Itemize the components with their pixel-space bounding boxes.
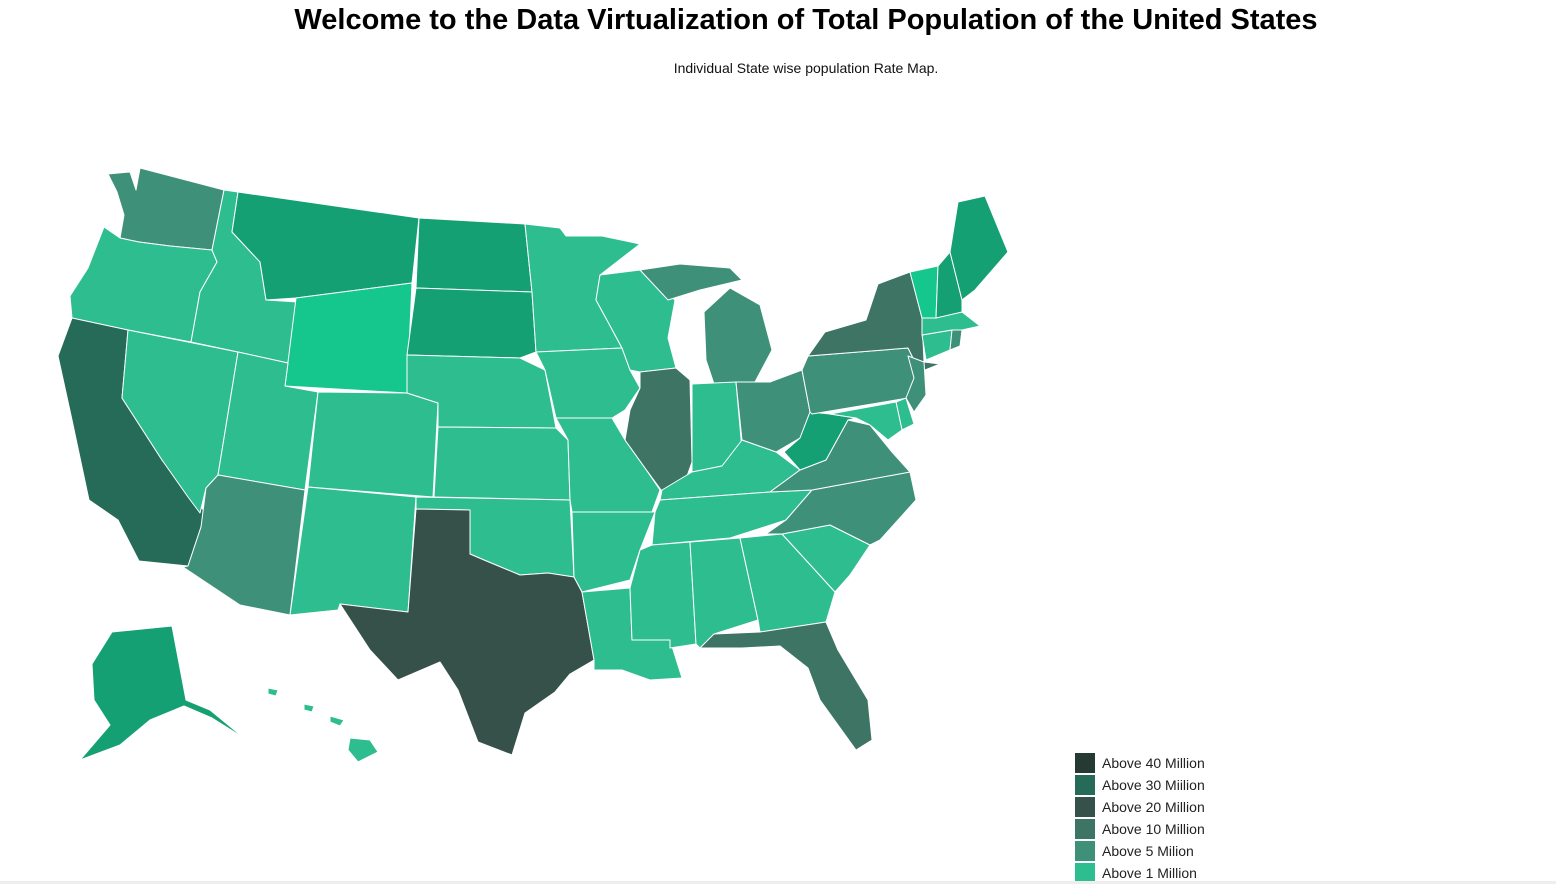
legend: Above 40 Million Above 30 Miilion Above … xyxy=(1075,752,1205,884)
legend-label: Above 5 Milion xyxy=(1102,843,1194,859)
legend-swatch xyxy=(1075,797,1095,817)
state-rhode-island[interactable] xyxy=(949,329,963,351)
state-colorado[interactable] xyxy=(307,391,439,498)
legend-swatch xyxy=(1075,863,1095,883)
state-alaska[interactable] xyxy=(79,625,245,761)
state-florida[interactable] xyxy=(699,621,873,751)
state-washington[interactable] xyxy=(107,167,225,251)
state-kansas[interactable] xyxy=(433,426,571,501)
state-missouri[interactable] xyxy=(555,417,661,513)
state-new-hampshire[interactable] xyxy=(935,251,963,319)
legend-item: Above 20 Million xyxy=(1075,796,1205,818)
page-title: Welcome to the Data Virtualization of To… xyxy=(294,4,1318,36)
state-maine[interactable] xyxy=(949,195,1009,301)
legend-item: Above 1 Million xyxy=(1075,862,1205,884)
legend-swatch xyxy=(1075,841,1095,861)
state-north-dakota[interactable] xyxy=(415,217,533,293)
legend-label: Above 20 Million xyxy=(1102,799,1205,815)
state-montana[interactable] xyxy=(231,191,420,301)
legend-label: Above 1 Million xyxy=(1102,865,1197,881)
state-texas[interactable] xyxy=(339,508,595,756)
legend-label: Above 40 Million xyxy=(1102,755,1205,771)
legend-swatch xyxy=(1075,753,1095,773)
page-subtitle: Individual State wise population Rate Ma… xyxy=(673,60,939,76)
legend-label: Above 30 Miilion xyxy=(1102,777,1205,793)
state-arizona[interactable] xyxy=(182,474,306,616)
legend-label: Above 10 Million xyxy=(1102,821,1205,837)
bottom-divider xyxy=(0,881,1556,884)
state-new-mexico[interactable] xyxy=(289,486,417,616)
state-maryland[interactable] xyxy=(829,401,903,441)
legend-swatch xyxy=(1075,819,1095,839)
state-new-jersey[interactable] xyxy=(905,355,927,413)
legend-item: Above 30 Miilion xyxy=(1075,774,1205,796)
state-mississippi[interactable] xyxy=(629,541,697,649)
legend-swatch xyxy=(1075,775,1095,795)
legend-item: Above 5 Milion xyxy=(1075,840,1205,862)
legend-item: Above 40 Million xyxy=(1075,752,1205,774)
state-wyoming[interactable] xyxy=(284,282,413,394)
legend-item: Above 10 Million xyxy=(1075,818,1205,840)
state-michigan[interactable] xyxy=(639,263,773,385)
state-hawaii[interactable] xyxy=(267,687,379,763)
state-south-dakota[interactable] xyxy=(406,287,537,359)
